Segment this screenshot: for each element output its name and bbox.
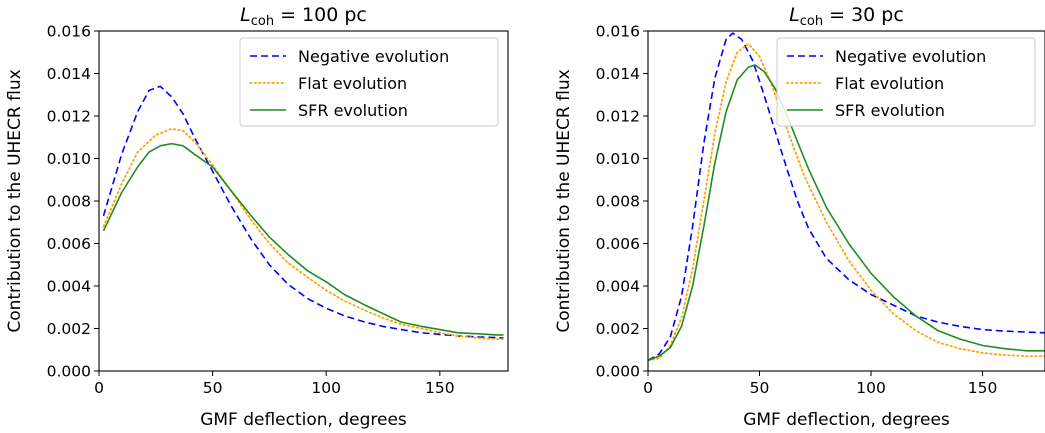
y-tick-label: 0.000 [47, 363, 91, 381]
series-line-negative-evolution [648, 32, 1045, 362]
x-tick-label: 50 [203, 379, 223, 397]
title-value: = 100 pc [274, 4, 367, 26]
title-symbol: L [240, 4, 251, 26]
title-value: = 30 pc [823, 4, 904, 26]
y-tick-label: 0.008 [596, 193, 640, 211]
y-tick-label: 0.006 [596, 235, 640, 253]
y-tick-label: 0.000 [596, 363, 640, 381]
x-tick-label: 100 [856, 379, 886, 397]
chart-title: Lcoh = 30 pc [789, 4, 904, 29]
legend-box [776, 37, 1036, 127]
series-lines [102, 85, 505, 340]
title-subscript: coh [800, 14, 823, 29]
legend-label: SFR evolution [298, 101, 408, 120]
y-tick-label: 0.002 [596, 320, 640, 338]
x-tick-label: 0 [94, 379, 104, 397]
legend: Negative evolution Flat evolution SFR evol… [776, 37, 1036, 127]
x-axis-label: GMF deflection, degrees [743, 410, 950, 430]
legend: Negative evolution Flat evolution SFR evol… [239, 37, 499, 127]
y-tick-label: 0.002 [47, 320, 91, 338]
chart-title: Lcoh = 100 pc [240, 4, 367, 29]
legend-label: Flat evolution [835, 74, 944, 93]
y-tick-label: 0.012 [47, 108, 91, 126]
series-line-flat-evolution [102, 127, 505, 340]
title-subscript: coh [251, 14, 274, 29]
x-tick-label: 150 [968, 379, 998, 397]
series-line-negative-evolution [102, 85, 504, 339]
x-tick-label: 150 [425, 379, 455, 397]
y-tick-label: 0.004 [596, 278, 640, 296]
x-tick-label: 0 [643, 379, 653, 397]
x-tick-label: 100 [311, 379, 341, 397]
legend-label: Flat evolution [298, 74, 407, 93]
x-axis-label: GMF deflection, degrees [200, 410, 407, 430]
y-tick-label: 0.004 [47, 278, 91, 296]
y-tick-label: 0.014 [596, 65, 640, 83]
x-tick-label: 50 [750, 379, 770, 397]
y-tick-label: 0.010 [47, 150, 91, 168]
legend-label: SFR evolution [835, 101, 945, 120]
title-symbol: L [789, 4, 800, 26]
legend-label: Negative evolution [835, 47, 986, 66]
y-tick-label: 0.010 [596, 150, 640, 168]
y-tick-label: 0.014 [47, 65, 91, 83]
legend-label: Negative evolution [298, 47, 449, 66]
y-axis-label: Contribution to the UHECR flux [554, 69, 574, 332]
y-tick-label: 0.006 [47, 235, 91, 253]
series-line-sfr-evolution [102, 142, 504, 336]
y-tick-label: 0.008 [47, 193, 91, 211]
y-tick-label: 0.016 [47, 23, 91, 41]
y-axis-label: Contribution to the UHECR flux [5, 69, 25, 332]
chart-panel-1: Lcoh = 100 pc 0 50 100 150 0.000 0.002 0.004 0.0… [5, 4, 509, 430]
chart-panel-2: Lcoh = 30 pc 0 50 100 150 0.000 0.002 0.004 0.00… [554, 4, 1045, 430]
series-line-flat-evolution [648, 42, 1045, 362]
legend-box [239, 37, 499, 127]
y-tick-label: 0.012 [596, 108, 640, 126]
y-tick-label: 0.016 [596, 23, 640, 41]
